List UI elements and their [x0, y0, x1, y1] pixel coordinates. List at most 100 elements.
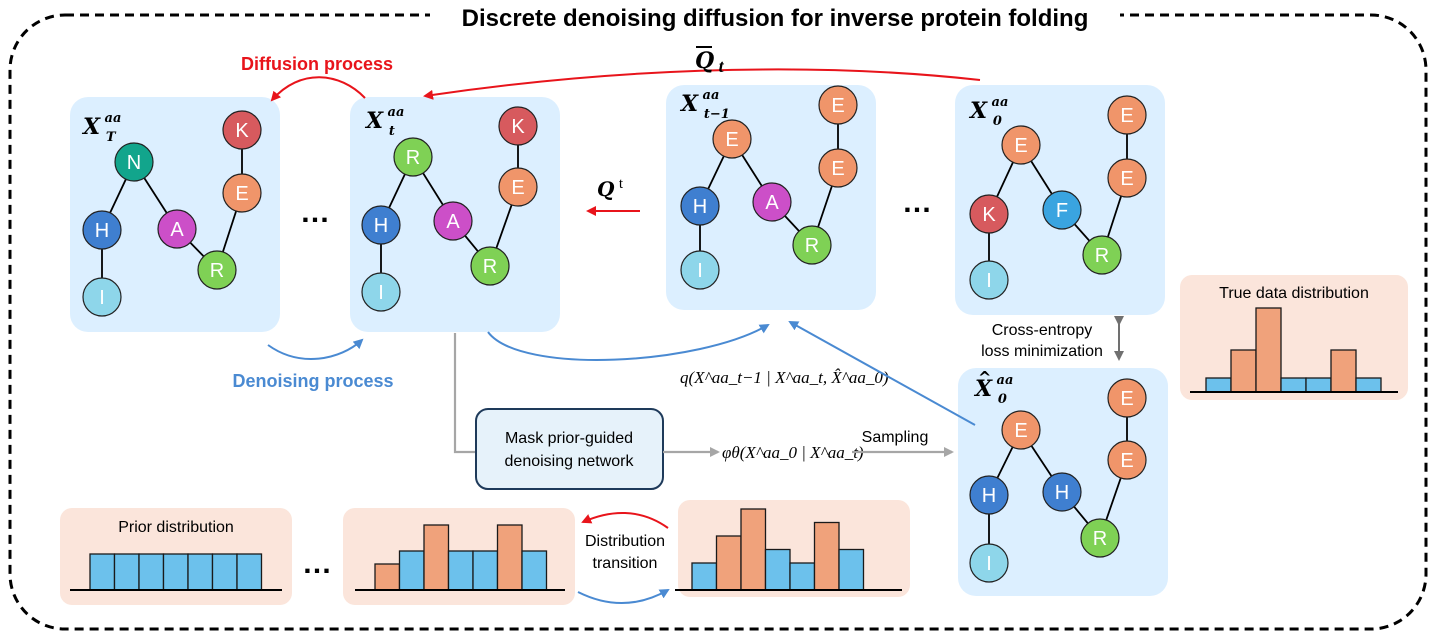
residue-X0hat-2: E: [1001, 410, 1041, 450]
histogram-intermediate: [355, 524, 565, 591]
svg-text:I: I: [986, 270, 992, 292]
svg-text:H: H: [95, 220, 109, 242]
ellipsis-2: …: [902, 186, 932, 219]
svg-text:A: A: [446, 211, 460, 233]
residue-Xt-4: R: [470, 246, 510, 286]
mask-network-label-1: Mask prior-guided: [505, 430, 633, 447]
residue-X0hat-4: R: [1080, 518, 1120, 558]
qbar-arrow: [423, 68, 981, 100]
residue-X0-4: R: [1082, 235, 1122, 275]
true_data-bar-3: [1280, 377, 1307, 393]
residue-XT-1: H: [82, 210, 122, 250]
residue-Xt-1: H: [361, 205, 401, 245]
intermediate-bar-6: [521, 550, 548, 591]
svg-text:K: K: [982, 204, 996, 226]
residue-Xt-1-3: A: [752, 182, 792, 222]
true_data-bar-4: [1305, 377, 1332, 393]
svg-text:R: R: [483, 256, 497, 278]
diffusion-process-label: Diffusion process: [241, 54, 393, 74]
true_data-bar-6: [1355, 377, 1382, 393]
posterior-arrow: [487, 323, 770, 361]
residue-XT-6: K: [222, 110, 262, 150]
residue-Xt-3: A: [433, 201, 473, 241]
prior-bar-4: [187, 553, 214, 591]
svg-text:E: E: [831, 158, 844, 180]
near_data-bar-6: [838, 548, 865, 591]
residue-X0hat-1: H: [969, 475, 1009, 515]
distribution-transition-label-2: transition: [593, 555, 658, 572]
svg-text:H: H: [982, 485, 996, 507]
residue-X0hat-3: H: [1042, 472, 1082, 512]
residue-Xt-1-2: E: [712, 119, 752, 159]
ellipsis-3: …: [302, 547, 332, 580]
sampling-label: Sampling: [862, 429, 929, 446]
svg-text:I: I: [99, 287, 105, 309]
panel-Xt-1: X aa t−1 I H E A R E E: [666, 85, 876, 310]
panel-Xt: X aa t I H R A R E K: [350, 97, 560, 332]
intermediate-bar-5: [496, 524, 523, 591]
panel-true-data: True data distribution: [1180, 275, 1408, 400]
panel-X0: X aa 0 I K E F R E E: [955, 85, 1165, 315]
panel-Xt-1-label: X aa t−1: [679, 86, 730, 122]
histogram-true-data: [1190, 307, 1398, 393]
near_data-bar-5: [813, 521, 840, 591]
svg-text:E: E: [1120, 450, 1133, 472]
svg-text:E: E: [1120, 105, 1133, 127]
near_data-bar-3: [764, 548, 791, 591]
svg-text:R: R: [406, 147, 420, 169]
histogram-near-data: [675, 508, 902, 591]
true_data-bar-2: [1255, 307, 1282, 393]
svg-text:F: F: [1056, 200, 1068, 222]
panel-X0hat: X aa 0 ^ I H E H R E E: [958, 368, 1168, 596]
cross-entropy-label-2: loss minimization: [981, 343, 1103, 360]
residue-Xt-1-6: E: [818, 85, 858, 125]
mask-network-box: Mask prior-guided denoising network: [475, 408, 664, 490]
residue-X0-1: K: [969, 194, 1009, 234]
diffusion-arrow: [270, 76, 366, 102]
network-output-label: φθ(X^aa_0 | X^aa_t): [722, 443, 864, 462]
svg-text:H: H: [374, 215, 388, 237]
residue-Xt-6: K: [498, 106, 538, 146]
diagram-title: Discrete denoising diffusion for inverse…: [462, 5, 1089, 32]
svg-text:R: R: [210, 260, 224, 282]
distribution-transition-blue-arrow: [577, 589, 670, 604]
histogram-prior: [70, 553, 282, 591]
qbar-label: Q t: [695, 48, 725, 76]
svg-text:K: K: [235, 120, 249, 142]
svg-text:E: E: [1014, 420, 1027, 442]
true-data-label: True data distribution: [1219, 285, 1369, 302]
residue-X0hat-6: E: [1107, 378, 1147, 418]
true_data-bar-5: [1330, 349, 1357, 393]
title-background: [430, 2, 1120, 34]
residue-X0-3: F: [1042, 190, 1082, 230]
residue-Xt-2: R: [393, 137, 433, 177]
residue-Xt-5: E: [498, 167, 538, 207]
svg-text:K: K: [511, 116, 525, 138]
prior-bar-3: [162, 553, 189, 591]
residue-XT-4: R: [197, 250, 237, 290]
residue-X0-6: E: [1107, 95, 1147, 135]
svg-text:H: H: [1055, 482, 1069, 504]
qt-label: Q t: [597, 176, 624, 201]
svg-text:I: I: [986, 553, 992, 575]
ellipsis-1: …: [300, 196, 330, 229]
svg-text:E: E: [725, 129, 738, 151]
near_data-bar-4: [789, 562, 816, 591]
xt-to-network-line: [453, 333, 476, 454]
distribution-transition-red-arrow: [581, 512, 669, 529]
panel-X0hat-label: X aa 0: [973, 371, 1018, 407]
panel-near-data: [675, 500, 910, 597]
mask-network-label-2: denoising network: [505, 453, 635, 470]
svg-text:R: R: [805, 235, 819, 257]
prior-bar-5: [211, 553, 238, 591]
residue-X0-2: E: [1001, 125, 1041, 165]
prior-label: Prior distribution: [118, 519, 234, 536]
svg-text:E: E: [235, 183, 248, 205]
svg-text:R: R: [1093, 528, 1107, 550]
panel-XT-label: X aa T: [81, 109, 126, 145]
panel-intermediate: [343, 508, 575, 605]
residue-X0-5: E: [1107, 158, 1147, 198]
svg-text:A: A: [170, 219, 184, 241]
svg-text:I: I: [378, 282, 384, 304]
